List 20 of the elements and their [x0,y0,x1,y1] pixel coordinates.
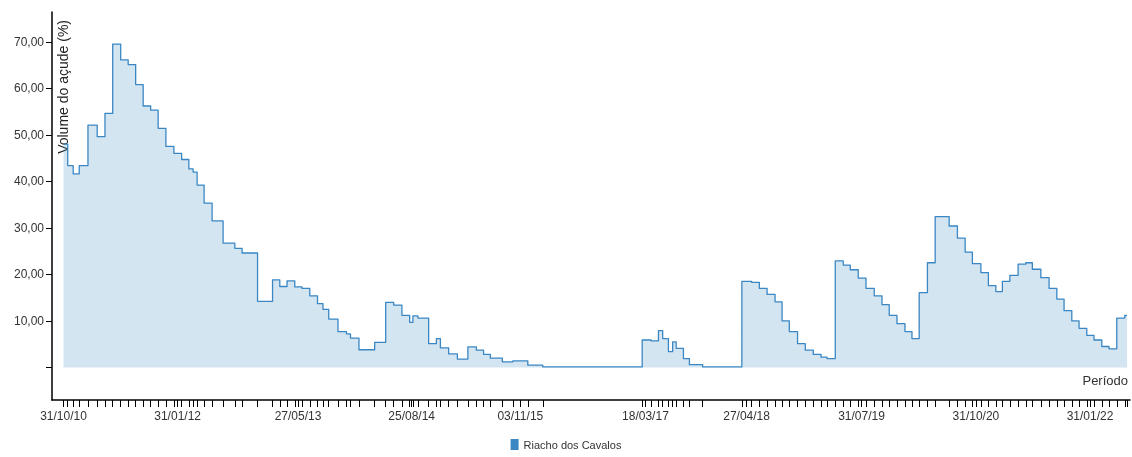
y-tick-label: 20,00 [13,267,45,282]
x-tick-label: 31/10/10 [40,409,88,423]
x-tick-label: 25/08/14 [388,409,436,423]
y-axis-title: Volume do açude (%) [55,20,71,154]
x-tick-label: 27/04/18 [723,409,771,423]
x-tick-label: 03/11/15 [497,409,544,423]
x-axis-title: Período [1082,373,1129,388]
legend-label: Riacho dos Cavalos [523,438,622,451]
y-tick-label: 50,00 [13,127,45,142]
x-tick-label: 31/01/12 [154,409,202,423]
y-tick-label: 10,00 [13,313,45,328]
x-tick-label: 27/05/13 [274,409,322,423]
x-tick-label: 31/10/20 [952,409,1000,423]
y-tick-label: 40,00 [13,174,45,189]
y-tick-label: 70,00 [13,34,45,49]
y-tick-label: 30,00 [13,220,45,235]
x-tick-label: 31/01/22 [1066,409,1114,423]
x-tick-label: 31/07/19 [838,409,886,423]
x-tick-label: 18/03/17 [622,409,670,423]
y-tick-label: 60,00 [13,81,45,96]
